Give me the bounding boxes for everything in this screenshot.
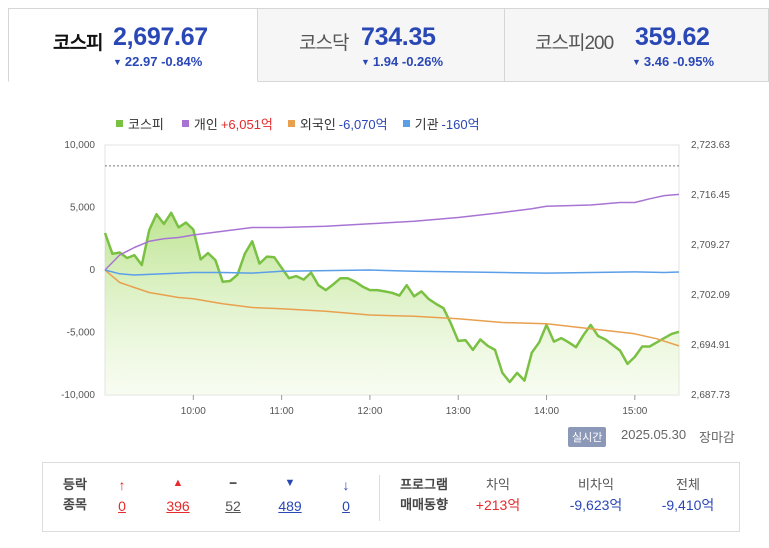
institution-line bbox=[104, 269, 680, 276]
lower-limit-count[interactable]: 0 bbox=[342, 498, 350, 514]
individual-line bbox=[104, 193, 680, 271]
upper-limit-count[interactable]: 0 bbox=[118, 498, 126, 514]
y-left-tick-label: 10,000 bbox=[64, 140, 95, 151]
down-arrow-icon: ▼ bbox=[113, 57, 122, 67]
market-status: 장마감 bbox=[699, 430, 735, 445]
tab-kosdaq[interactable]: 코스닥 734.35 ▼ 1.94 -0.26% bbox=[258, 8, 505, 82]
kospi-area bbox=[105, 212, 679, 395]
tab-kospi-name: 코스피 bbox=[53, 33, 103, 54]
realtime-badge[interactable]: 실시간 bbox=[568, 427, 607, 447]
y-right-tick-label: 2,716.45 bbox=[691, 190, 730, 201]
upper-limit-icon: ↑ bbox=[118, 477, 126, 493]
y-right-tick-label: 2,702.09 bbox=[691, 290, 730, 301]
lower-limit-icon: ↓ bbox=[342, 477, 350, 493]
tab-kosdaq-change: ▼ 1.94 -0.26% bbox=[361, 54, 444, 69]
y-left-tick-label: 5,000 bbox=[70, 203, 95, 214]
x-tick-label: 10:00 bbox=[181, 406, 206, 417]
market-breadth-panel: 등락 종목 ↑ 0 ▲ 396 ━ 52 ▼ 489 ↓ 0 프로그램 매매동향… bbox=[42, 462, 740, 532]
legend-swatch bbox=[402, 120, 410, 127]
tab-kosdaq-value: 734.35 bbox=[361, 23, 436, 51]
tab-kospi-value: 2,697.67 bbox=[113, 23, 208, 51]
breadth-header: 등락 종목 bbox=[63, 477, 87, 512]
flat-icon: ━ bbox=[229, 478, 237, 490]
legend-individual[interactable]: 개인 +6,051억 bbox=[181, 114, 273, 133]
fall-count[interactable]: 489 bbox=[278, 498, 302, 514]
program-arbitrage: 차익 +213억 bbox=[475, 477, 521, 513]
legend-kospi[interactable]: 코스피 bbox=[116, 114, 167, 133]
rise-icon: ▲ bbox=[172, 477, 184, 489]
legend-institution[interactable]: 기관 -160억 bbox=[402, 114, 480, 133]
x-tick-label: 13:00 bbox=[446, 406, 471, 417]
flat-count[interactable]: 52 bbox=[225, 498, 241, 514]
tab-kospi200-value: 359.62 bbox=[635, 23, 710, 51]
y-right-tick-label: 2,723.63 bbox=[691, 140, 730, 151]
program-non-arbitrage: 비차익 -9,623억 bbox=[569, 477, 623, 513]
legend-swatch bbox=[181, 120, 189, 127]
tab-kospi200-name: 코스피200 bbox=[535, 33, 614, 54]
legend-foreign[interactable]: 외국인 -6,070억 bbox=[287, 114, 388, 133]
chart-legend: 코스피 개인 +6,051억 외국인 -6,070억 기관 -160억 bbox=[116, 114, 495, 133]
program-header: 프로그램 매매동향 bbox=[400, 477, 448, 512]
x-tick-label: 12:00 bbox=[357, 406, 382, 417]
y-left-tick-label: 0 bbox=[89, 265, 95, 276]
tab-kospi[interactable]: 코스피 2,697.67 ▼ 22.97 -0.84% bbox=[8, 8, 258, 82]
down-arrow-icon: ▼ bbox=[361, 57, 370, 67]
intraday-chart[interactable]: 10,000 5,000 0 -5,000 -10,000 2,723.63 2,716.4… bbox=[0, 130, 769, 420]
y-left-tick-label: -10,000 bbox=[61, 390, 95, 401]
chart-date: 2025.05.30 bbox=[621, 427, 687, 442]
x-tick-label: 15:00 bbox=[622, 406, 647, 417]
program-total: 전체 -9,410억 bbox=[661, 477, 715, 513]
x-tick-label: 14:00 bbox=[534, 406, 559, 417]
rise-count[interactable]: 396 bbox=[166, 498, 190, 514]
down-arrow-icon: ▼ bbox=[632, 57, 641, 67]
legend-swatch bbox=[116, 120, 123, 127]
y-left-tick-label: -5,000 bbox=[67, 328, 96, 339]
tab-kospi-change: ▼ 22.97 -0.84% bbox=[113, 54, 203, 69]
index-tabs: 코스피 2,697.67 ▼ 22.97 -0.84% 코스닥 734.35 ▼ 1… bbox=[8, 8, 769, 82]
foreign-line bbox=[104, 269, 680, 347]
legend-swatch bbox=[287, 120, 295, 127]
y-right-tick-label: 2,709.27 bbox=[691, 240, 730, 251]
tab-kospi200-change: ▼ 3.46 -0.95% bbox=[632, 54, 715, 69]
y-right-tick-label: 2,694.91 bbox=[691, 340, 730, 351]
tab-kosdaq-name: 코스닥 bbox=[299, 33, 349, 54]
fall-icon: ▼ bbox=[284, 477, 296, 489]
y-right-tick-label: 2,687.73 bbox=[691, 390, 730, 401]
x-tick-label: 11:00 bbox=[269, 406, 294, 417]
divider bbox=[379, 475, 380, 521]
tab-kospi200[interactable]: 코스피200 359.62 ▼ 3.46 -0.95% bbox=[505, 8, 769, 82]
kospi-line bbox=[103, 211, 680, 384]
